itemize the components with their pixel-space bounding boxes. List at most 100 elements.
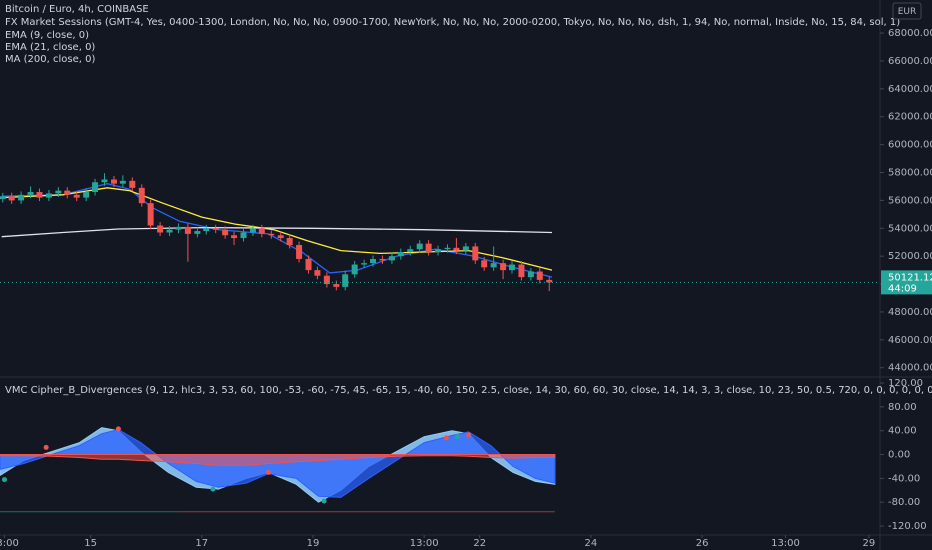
- candle-body: [231, 235, 238, 239]
- candle-body: [119, 180, 126, 184]
- legend-entry: EMA (9, close, 0): [5, 30, 89, 41]
- oscillator-pane: 120.00 80.00 40.00 0.00 -40.00 -80.00 -120.00 1…: [0, 378, 927, 549]
- candle-body: [481, 260, 488, 268]
- candle-body: [490, 263, 497, 268]
- y-tick-label: 0.00: [888, 450, 910, 461]
- candle-body: [55, 190, 62, 194]
- candle-body: [212, 228, 219, 230]
- y-tick-label: 44000.00: [888, 363, 932, 374]
- indicator-line: [1, 187, 553, 271]
- x-tick-label: 26: [696, 538, 709, 549]
- candle-body: [518, 264, 525, 278]
- x-tick-label: 19: [307, 538, 320, 549]
- wave-area: [0, 428, 556, 498]
- y-tick-label: 60000.00: [888, 140, 932, 151]
- x-tick-label: 13:00: [410, 538, 439, 549]
- signal-dot: [210, 486, 216, 492]
- candle-body: [388, 256, 395, 261]
- signal-dot: [1, 477, 7, 483]
- y-tick-label: 68000.00: [888, 28, 932, 39]
- candle-body: [258, 228, 265, 234]
- chart-title: Bitcoin / Euro, 4h, COINBASE: [5, 4, 149, 15]
- candle-body: [407, 249, 414, 252]
- candle-body: [361, 263, 368, 265]
- x-tick-label: 13:00: [771, 538, 800, 549]
- y-tick-label: 46000.00: [888, 335, 932, 346]
- candle-body: [453, 247, 460, 251]
- signal-dot: [266, 469, 272, 475]
- candle-body: [425, 243, 432, 252]
- signal-dot: [443, 435, 449, 441]
- y-tick-label: 64000.00: [888, 84, 932, 95]
- candle-body: [370, 258, 377, 264]
- legend-entry: EMA (21, close, 0): [5, 42, 95, 53]
- x-tick-label: 17: [195, 538, 208, 549]
- indicator-line: [1, 183, 553, 278]
- candle-body: [536, 271, 543, 280]
- candle-body: [147, 203, 154, 226]
- indicator-line: [1, 226, 553, 238]
- signal-dot: [43, 444, 49, 450]
- y-tick-label: 66000.00: [888, 56, 932, 67]
- candle-body: [268, 233, 275, 236]
- last-price-label: 50121.12: [888, 272, 932, 283]
- candle-body: [508, 264, 515, 271]
- y-tick-label: 58000.00: [888, 168, 932, 179]
- candle-body: [546, 279, 553, 283]
- candle-body: [203, 228, 210, 232]
- candle-body: [305, 258, 312, 271]
- candle-body: [92, 182, 99, 193]
- candle-body: [8, 196, 15, 201]
- currency: EUR: [898, 7, 917, 17]
- candle-body: [416, 243, 423, 250]
- candle-body: [110, 179, 117, 184]
- x-tick-label: 22: [473, 538, 486, 549]
- y-tick-label: 80.00: [888, 402, 917, 413]
- main-pane: 44000.0046000.0048000.0050000.0052000.00…: [0, 28, 932, 374]
- candle-body: [435, 249, 442, 252]
- candle-body: [45, 193, 52, 198]
- candle-body: [27, 192, 34, 195]
- y-tick-label: 54000.00: [888, 223, 932, 234]
- candle-body: [18, 194, 25, 201]
- candle-body: [222, 229, 229, 236]
- countdown-label: 44:09: [888, 283, 917, 294]
- candle-body: [286, 238, 293, 246]
- candle-body: [500, 263, 507, 271]
- candle-body: [138, 187, 145, 204]
- candle-body: [36, 192, 43, 198]
- candle-body: [175, 226, 182, 230]
- y-tick-label: 52000.00: [888, 251, 932, 262]
- candle-body: [277, 235, 284, 239]
- currency-badge[interactable]: [892, 2, 922, 20]
- y-tick-label: 62000.00: [888, 112, 932, 123]
- candle-body: [157, 225, 164, 233]
- y-tick-label: 40.00: [888, 426, 917, 437]
- candle-body: [83, 192, 90, 198]
- y-tick-label: 48000.00: [888, 307, 932, 318]
- candle-body: [101, 179, 108, 183]
- candle-body: [240, 232, 247, 239]
- candle-body: [166, 229, 173, 233]
- signal-dot: [115, 426, 121, 432]
- legend: Bitcoin / Euro, 4h, COINBASE FX Market S…: [5, 4, 932, 396]
- candle-body: [296, 245, 303, 259]
- y-tick-label: -80.00: [888, 497, 920, 508]
- legend-entry: MA (200, close, 0): [5, 54, 95, 65]
- x-tick-label: 15: [84, 538, 97, 549]
- candle-body: [129, 180, 136, 188]
- wave-area: [0, 454, 556, 466]
- y-tick-label: -120.00: [888, 521, 927, 532]
- oscillator-title: VMC Cipher_B_Divergences (9, 12, hlc3, 3…: [5, 385, 932, 396]
- signal-dot: [455, 434, 461, 440]
- candle-body: [342, 274, 349, 287]
- candle-body: [0, 196, 6, 200]
- candle-body: [379, 258, 386, 261]
- x-tick-label: 29: [863, 538, 876, 549]
- y-tick-label: 120.00: [888, 378, 923, 389]
- candle-body: [444, 247, 451, 250]
- candle-body: [73, 194, 80, 198]
- y-tick-label: 56000.00: [888, 195, 932, 206]
- candle-body: [462, 246, 469, 251]
